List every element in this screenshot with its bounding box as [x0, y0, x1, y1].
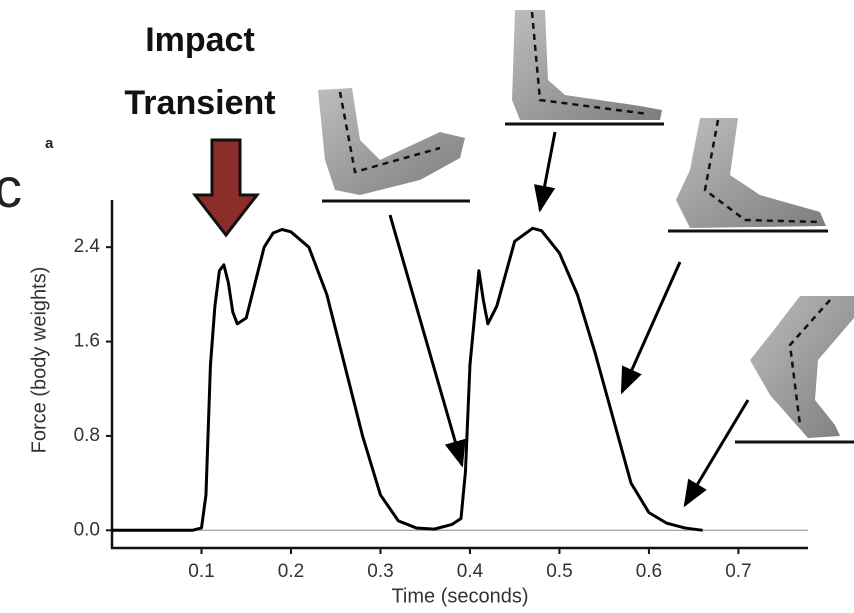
side-label: c — [0, 156, 22, 219]
annotation: Transient — [124, 84, 275, 122]
impact-arrow — [191, 138, 261, 238]
x-tick-label: 0.5 — [546, 561, 572, 582]
y-tick-label: 2.4 — [74, 236, 101, 257]
annotation: Impact — [145, 21, 255, 59]
x-axis-title: Time (seconds) — [391, 585, 528, 607]
x-tick-label: 0.6 — [636, 561, 662, 582]
pointer-arrows — [388, 131, 750, 508]
foot-1 — [318, 88, 470, 203]
force-line — [112, 226, 703, 532]
y-tick-label: 0.0 — [74, 519, 100, 540]
y-axis-title: Force (body weights) — [28, 267, 50, 454]
foot-2 — [505, 10, 664, 126]
y-tick-label: 1.6 — [74, 331, 100, 352]
panel-label: a — [45, 135, 54, 152]
foot-3 — [668, 118, 828, 233]
x-tick-label: 0.3 — [367, 561, 393, 582]
x-tick-label: 0.2 — [278, 561, 304, 582]
x-tick-label: 0.1 — [188, 561, 214, 582]
foot-4 — [735, 296, 854, 444]
x-tick-label: 0.4 — [457, 561, 484, 582]
x-tick-label: 0.7 — [725, 561, 751, 582]
y-tick-label: 0.8 — [74, 425, 100, 446]
